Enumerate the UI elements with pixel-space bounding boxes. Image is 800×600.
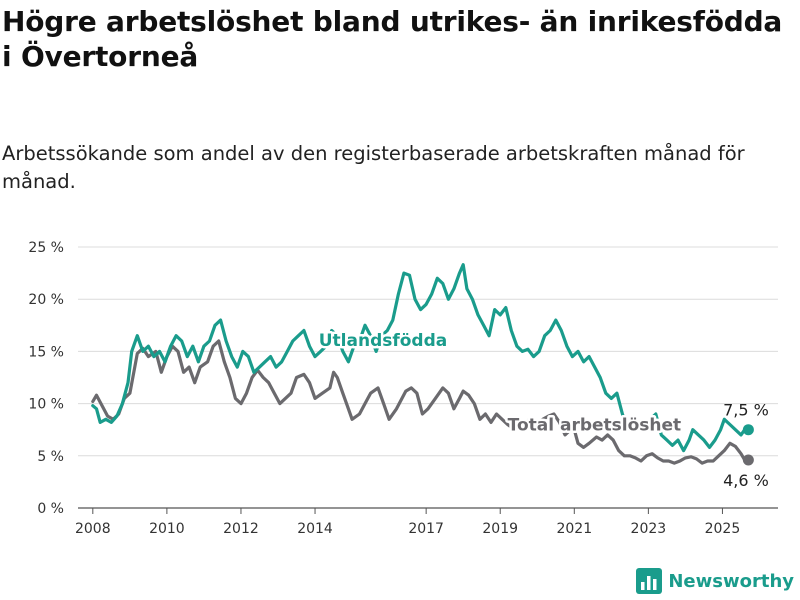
- end-point-marker: [742, 424, 754, 436]
- chart-logo-icon: [636, 568, 663, 594]
- series-lines: [91, 263, 750, 465]
- x-tick-label: 2017: [408, 521, 444, 537]
- end-value-label: 7,5 %: [723, 401, 769, 420]
- series-line-1: [91, 263, 750, 453]
- brand-logo: Newsworthy: [636, 568, 794, 594]
- series-line-0: [91, 339, 750, 465]
- end-point-marker: [742, 454, 754, 466]
- line-chart: 0 %5 %10 %15 %20 %25 % 2008 2010 2012 2014 2…: [28, 240, 778, 537]
- x-tick-label: 2008: [75, 521, 111, 537]
- y-tick-label: 25 %: [28, 240, 64, 256]
- series-annotation: Total arbetslöshet: [508, 416, 682, 436]
- y-axis-ticks: 0 % 5 % 10 % 15 % 20 % 25 %: [28, 240, 64, 517]
- x-tick-label: 2025: [705, 521, 741, 537]
- x-tick-label: 2014: [297, 521, 333, 537]
- series-annotations: Utlandsfödda Total arbetslöshet: [316, 329, 683, 439]
- x-axis-ticks: 2008 2010 2012 2014 2017 2019 2021 2023 2025: [75, 508, 740, 537]
- y-tick-label: 20 %: [28, 292, 64, 308]
- y-tick-label: 10 %: [28, 397, 64, 413]
- end-value-label: 4,6 %: [723, 471, 769, 490]
- x-tick-label: 2023: [631, 521, 667, 537]
- chart-subtitle: Arbetssökande som andel av den registerb…: [2, 142, 745, 193]
- y-tick-label: 5 %: [37, 449, 64, 465]
- x-tick-label: 2010: [149, 521, 185, 537]
- page-title: Högre arbetslöshet bland utrikes- än inr…: [2, 5, 783, 73]
- grid-lines: [78, 246, 778, 509]
- x-tick-label: 2012: [223, 521, 259, 537]
- x-tick-label: 2019: [482, 521, 518, 537]
- y-tick-label: 0 %: [37, 501, 64, 517]
- x-tick-label: 2021: [556, 521, 592, 537]
- series-annotation: Utlandsfödda: [319, 331, 448, 351]
- y-tick-label: 15 %: [28, 344, 64, 360]
- brand-name: Newsworthy: [668, 570, 794, 592]
- end-markers: 4,6 % 7,5 %: [723, 401, 769, 490]
